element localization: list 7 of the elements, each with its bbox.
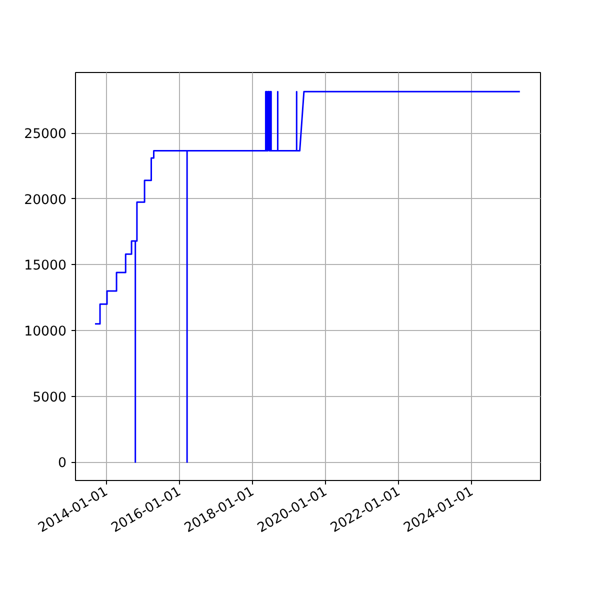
y-tick-label: 25000 — [24, 127, 67, 142]
y-tick-label: 0 — [58, 456, 67, 472]
y-tick-label: 5000 — [32, 390, 67, 406]
y-tick-label: 15000 — [24, 258, 67, 274]
y-tick-label: 20000 — [24, 192, 67, 208]
line-series — [94, 90, 521, 463]
y-tick-label: 10000 — [24, 324, 67, 340]
